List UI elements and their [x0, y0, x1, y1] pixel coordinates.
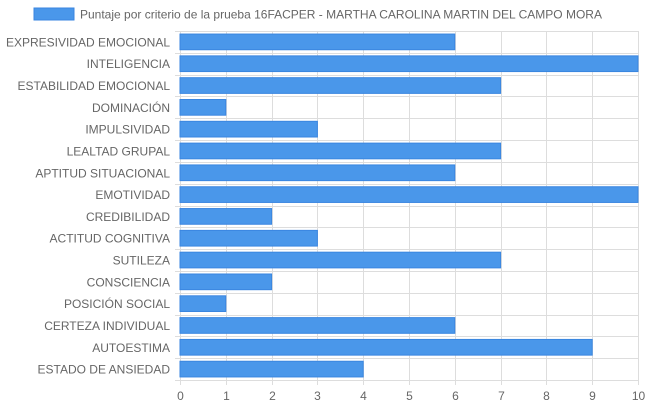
x-tick-label: 2 — [269, 389, 276, 403]
y-tick-label: ACTITUD COGNITIVA — [50, 232, 170, 246]
bar[interactable] — [179, 186, 639, 203]
y-tick-label: INTELIGENCIA — [87, 57, 170, 71]
y-tick-label: CREDIBILIDAD — [86, 210, 170, 224]
legend-swatch — [33, 7, 75, 21]
y-tick-label: LEALTAD GRUPAL — [67, 144, 171, 158]
x-tick-label: 6 — [452, 389, 459, 403]
x-tick-label: 9 — [589, 389, 596, 403]
y-tick-label: EXPRESIVIDAD EMOCIONAL — [6, 35, 170, 49]
x-tick-label: 1 — [223, 389, 230, 403]
x-tick-label: 8 — [543, 389, 550, 403]
bar[interactable] — [179, 120, 318, 138]
y-tick-label: AUTOESTIMA — [92, 341, 170, 355]
y-tick-label: ESTABILIDAD EMOCIONAL — [18, 79, 171, 93]
x-tick-label: 5 — [406, 389, 413, 403]
x-tick-label: 4 — [360, 389, 367, 403]
bar[interactable] — [179, 164, 456, 182]
y-tick-label: EMOTIVIDAD — [95, 188, 170, 202]
x-tick-label: 0 — [177, 389, 184, 403]
bar[interactable] — [179, 317, 456, 334]
bar[interactable] — [179, 77, 502, 94]
bar[interactable] — [179, 273, 273, 291]
x-tick-label: 10 — [632, 389, 646, 403]
chart-legend[interactable]: Puntaje por criterio de la prueba 16FACP… — [33, 7, 602, 22]
y-tick-label: SUTILEZA — [113, 254, 170, 268]
bar[interactable] — [179, 295, 227, 313]
y-tick-label: CERTEZA INDIVIDUAL — [44, 319, 170, 333]
y-tick-label: CONSCIENCIA — [87, 275, 170, 289]
bar[interactable] — [179, 55, 639, 73]
bar[interactable] — [179, 142, 502, 160]
bar[interactable] — [179, 338, 593, 356]
y-tick-label: IMPULSIVIDAD — [85, 123, 170, 137]
bar[interactable] — [179, 208, 273, 225]
y-axis-labels: EXPRESIVIDAD EMOCIONAL INTELIGENCIA ESTABI… — [6, 35, 170, 376]
bar[interactable] — [179, 360, 364, 378]
x-axis-labels: 0 1 2 3 4 5 6 7 8 9 10 — [177, 389, 645, 403]
y-tick-label: APTITUD SITUACIONAL — [35, 166, 170, 180]
x-tick-label: 7 — [498, 389, 505, 403]
y-tick-label: DOMINACIÓN — [92, 100, 170, 115]
y-tick-label: ESTADO DE ANSIEDAD — [38, 363, 171, 377]
bar-series — [179, 33, 639, 378]
bar[interactable] — [179, 251, 502, 269]
bar[interactable] — [179, 33, 456, 51]
x-tick-label: 3 — [314, 389, 321, 403]
legend-label: Puntaje por criterio de la prueba 16FACP… — [80, 8, 602, 22]
y-tick-label: POSICIÓN SOCIAL — [64, 296, 170, 311]
bar[interactable] — [179, 98, 227, 116]
bar[interactable] — [179, 229, 318, 247]
